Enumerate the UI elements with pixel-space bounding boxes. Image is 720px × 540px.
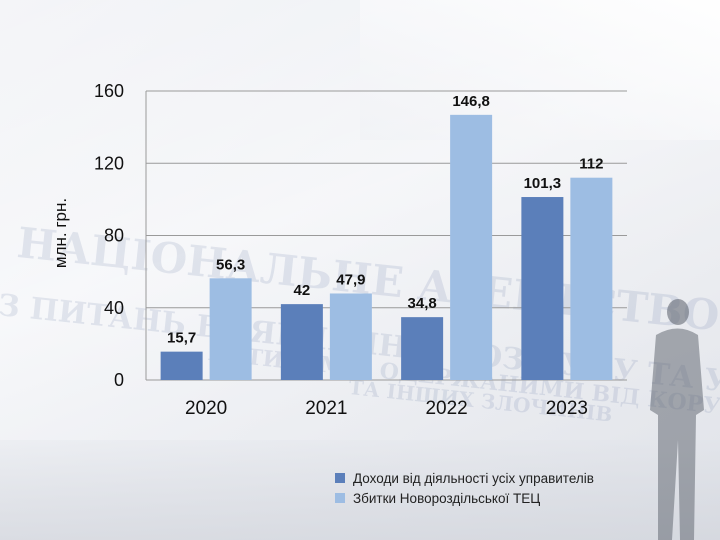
x-tick-label: 2023: [546, 398, 588, 419]
legend-label-income: Доходи від діяльності усіх управителів: [353, 470, 594, 486]
bars: [160, 114, 613, 380]
y-tick-label: 80: [104, 226, 124, 246]
data-label: 42: [294, 282, 311, 299]
data-label: 47,9: [336, 271, 365, 288]
x-tick-label: 2022: [425, 398, 467, 419]
data-label: 15,7: [167, 330, 196, 347]
x-tick-label: 2021: [305, 398, 347, 419]
y-tick-label: 120: [94, 153, 124, 173]
x-tick-label: 2020: [185, 398, 227, 419]
y-tick-label: 40: [104, 298, 124, 318]
bar-losses-2021: [329, 293, 372, 380]
bar-income-2021: [280, 304, 323, 380]
legend-swatch-income: [335, 473, 345, 483]
data-label: 101,3: [524, 175, 562, 192]
y-tick-label: 0: [114, 370, 124, 390]
legend-item-losses: Збитки Новороздільської ТЕЦ: [335, 488, 594, 508]
legend-swatch-losses: [335, 493, 345, 503]
y-axis-label: млн. грн.: [51, 198, 70, 268]
legend-item-income: Доходи від діяльності усіх управителів: [335, 468, 594, 488]
chart-legend: Доходи від діяльності усіх управителів З…: [335, 468, 594, 508]
bar-losses-2023: [570, 177, 613, 380]
legend-label-losses: Збитки Новороздільської ТЕЦ: [353, 490, 541, 506]
bar-income-2020: [160, 351, 203, 380]
data-label: 56,3: [216, 256, 245, 273]
data-label: 34,8: [408, 295, 437, 312]
data-label: 112: [579, 156, 603, 173]
axes: 0 40 80 120 160 2020 2021 2022 2023: [94, 81, 588, 419]
bar-income-2022: [401, 317, 444, 380]
y-tick-label: 160: [94, 81, 124, 101]
bar-losses-2022: [450, 114, 493, 380]
bar-losses-2020: [209, 278, 252, 380]
data-labels: 15,7 56,3 42 47,9 34,8 146,8 101,3 112: [167, 93, 603, 347]
bar-income-2023: [521, 197, 564, 380]
data-label: 146,8: [452, 93, 490, 110]
